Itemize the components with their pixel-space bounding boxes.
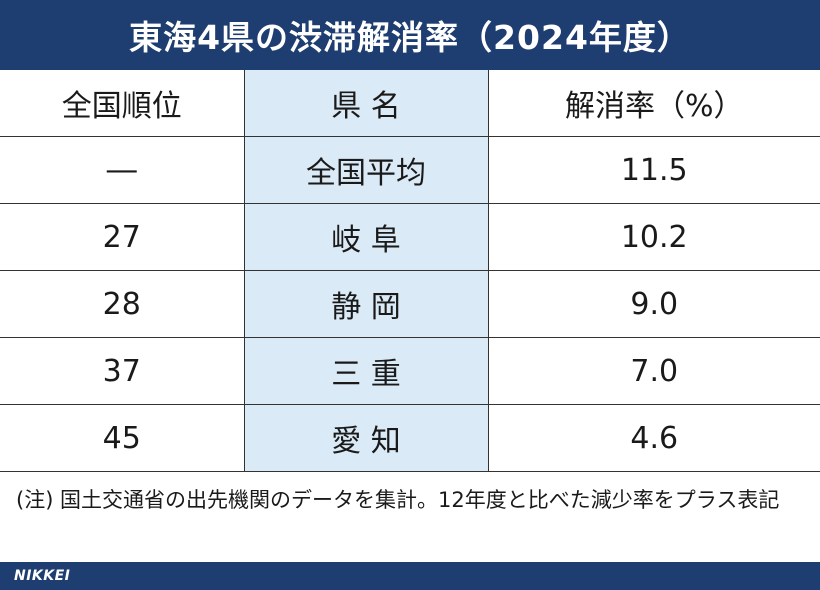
table-row: 45 愛 知 4.6 bbox=[0, 404, 820, 472]
cell-rate: 7.0 bbox=[487, 337, 820, 405]
table-row: 37 三 重 7.0 bbox=[0, 337, 820, 405]
cell-rank: 27 bbox=[0, 203, 245, 271]
chart-title-bar: 東海4県の渋滞解消率（2024年度） bbox=[0, 0, 820, 70]
nikkei-logo: NIKKEI bbox=[14, 568, 71, 584]
cell-rate: 9.0 bbox=[487, 270, 820, 338]
cell-prefecture: 全国平均 bbox=[243, 136, 489, 204]
table-row: ― 全国平均 11.5 bbox=[0, 136, 820, 204]
chart-title: 東海4県の渋滞解消率（2024年度） bbox=[129, 18, 691, 57]
table-row: 28 静 岡 9.0 bbox=[0, 270, 820, 338]
cell-rank: 37 bbox=[0, 337, 245, 405]
column-header-prefecture: 県 名 bbox=[243, 70, 489, 137]
header-row: 全国順位 県 名 解消率（%） bbox=[0, 70, 820, 137]
cell-rate: 10.2 bbox=[487, 203, 820, 271]
cell-rank: ― bbox=[0, 136, 245, 204]
column-header-rate: 解消率（%） bbox=[487, 70, 820, 137]
footer-bar: NIKKEI bbox=[0, 562, 820, 590]
cell-rank: 28 bbox=[0, 270, 245, 338]
cell-rate: 4.6 bbox=[487, 404, 820, 472]
cell-rate: 11.5 bbox=[487, 136, 820, 204]
footnote: (注) 国土交通省の出先機関のデータを集計。12年度と比べた減少率をプラス表記 bbox=[16, 488, 780, 512]
column-header-rank: 全国順位 bbox=[0, 70, 245, 137]
cell-rank: 45 bbox=[0, 404, 245, 472]
cell-prefecture: 岐 阜 bbox=[243, 203, 489, 271]
cell-prefecture: 三 重 bbox=[243, 337, 489, 405]
cell-prefecture: 静 岡 bbox=[243, 270, 489, 338]
table-row: 27 岐 阜 10.2 bbox=[0, 203, 820, 271]
data-table: 全国順位 県 名 解消率（%） ― 全国平均 11.5 27 岐 阜 10.2 … bbox=[0, 70, 820, 472]
cell-prefecture: 愛 知 bbox=[243, 404, 489, 472]
